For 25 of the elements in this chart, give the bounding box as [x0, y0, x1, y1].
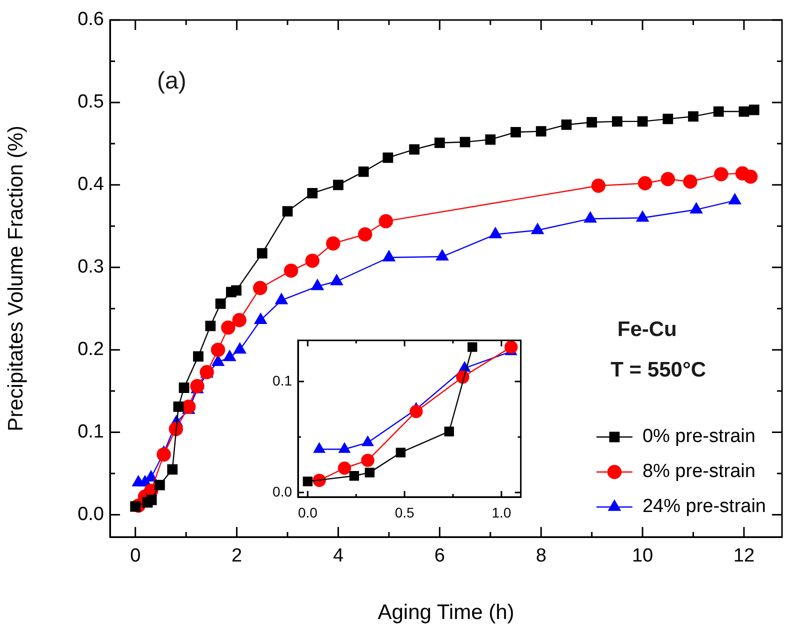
y-axis-title: Precipitates Volume Fraction (%)	[4, 126, 28, 432]
x-tick-label: 0	[130, 546, 141, 567]
y-tick-label: 0.6	[78, 9, 104, 30]
y-tick-label: 0.1	[272, 372, 292, 388]
x-tick-label: 1.0	[492, 504, 512, 520]
legend-label: 0% pre-strain	[642, 426, 756, 448]
x-tick-label: 10	[632, 546, 654, 567]
y-tick-label: 0.3	[78, 256, 104, 278]
y-tick-label: 0.4	[78, 174, 104, 196]
y-tick-label: 0.1	[78, 422, 104, 443]
annotation: T = 550°C	[610, 358, 706, 382]
legend-label: 8% pre-strain	[642, 461, 756, 482]
x-tick-label: 6	[434, 546, 445, 567]
x-axis-title: Aging Time (h)	[378, 601, 514, 624]
x-tick-label: 12	[733, 546, 755, 567]
y-tick-label: 0.2	[78, 339, 104, 360]
legend-label: 24% pre-strain	[642, 496, 766, 518]
y-tick-label: 0.5	[78, 92, 104, 113]
x-tick-label: 2	[232, 546, 242, 567]
x-tick-label: 0.0	[298, 504, 318, 520]
x-tick-label: 8	[536, 546, 546, 567]
x-tick-label: 4	[332, 546, 344, 567]
annotation: (a)	[157, 68, 186, 95]
x-tick-label: 0.5	[394, 504, 414, 520]
annotation: Fe-Cu	[617, 318, 677, 341]
